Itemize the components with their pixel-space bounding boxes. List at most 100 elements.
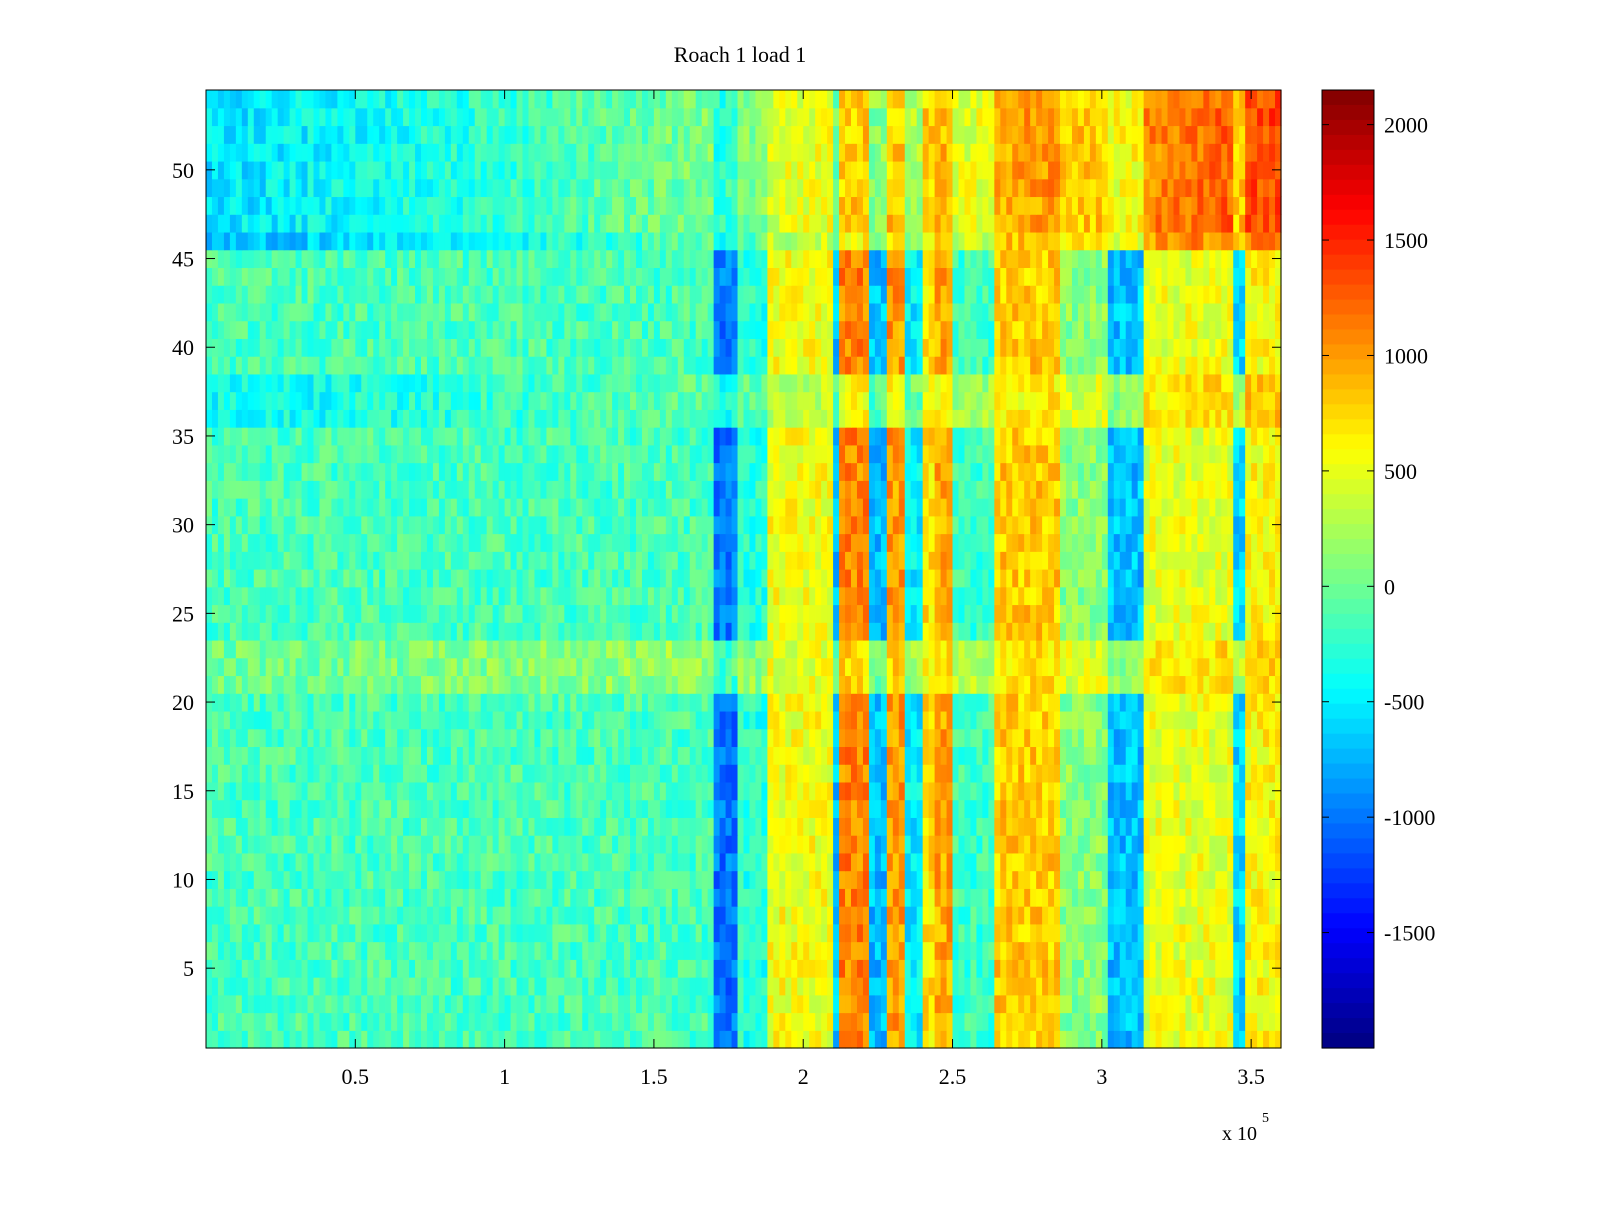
heatmap-cell: [1155, 817, 1163, 836]
heatmap-cell: [385, 852, 392, 872]
heatmap-cell: [886, 977, 894, 996]
heatmap-cell: [886, 639, 894, 659]
heatmap-cell: [1006, 959, 1013, 978]
heatmap-cell: [1257, 622, 1264, 641]
heatmap-cell: [582, 569, 589, 588]
heatmap-cell: [325, 817, 333, 836]
heatmap-cell: [624, 1030, 631, 1049]
heatmap-cell: [409, 870, 416, 889]
heatmap-cell: [803, 569, 810, 588]
heatmap-cell: [1107, 639, 1115, 659]
heatmap-cell: [1107, 817, 1115, 836]
heatmap-cell: [1173, 870, 1181, 889]
heatmap-cell: [1054, 959, 1061, 978]
heatmap-cell: [641, 622, 649, 641]
heatmap-cell: [421, 746, 428, 765]
heatmap-cell: [612, 1030, 619, 1049]
heatmap-cell: [636, 569, 643, 588]
heatmap-cell: [558, 977, 565, 996]
heatmap-cell: [223, 764, 231, 783]
heatmap-cell: [367, 693, 374, 712]
heatmap-cell: [1263, 994, 1270, 1014]
heatmap-cell: [576, 835, 583, 854]
heatmap-cell: [271, 781, 279, 801]
heatmap-cell: [355, 994, 362, 1014]
heatmap-cell: [1113, 764, 1121, 783]
heatmap-cell: [522, 764, 530, 783]
heatmap-cell: [904, 675, 912, 694]
heatmap-cell: [1024, 977, 1031, 996]
heatmap-cell: [815, 817, 822, 836]
heatmap-cell: [749, 693, 757, 712]
heatmap-cell: [612, 781, 619, 801]
heatmap-cell: [206, 710, 213, 730]
heatmap-cell: [1245, 817, 1252, 836]
heatmap-cell: [379, 693, 386, 712]
heatmap-cell: [695, 870, 703, 889]
heatmap-cell: [1012, 817, 1019, 836]
heatmap-cell: [886, 622, 894, 641]
heatmap-cell: [737, 693, 745, 712]
heatmap-cell: [910, 799, 918, 818]
heatmap-cell: [1030, 728, 1037, 748]
heatmap-cell: [701, 870, 709, 889]
heatmap-cell: [1024, 604, 1031, 623]
heatmap-cell: [845, 639, 852, 659]
heatmap-cell: [235, 569, 243, 588]
heatmap-cell: [731, 710, 739, 730]
heatmap-cell: [289, 852, 297, 872]
heatmap-cell: [898, 923, 906, 943]
heatmap-cell: [701, 639, 709, 659]
heatmap-cell: [725, 835, 733, 854]
heatmap-cell: [498, 710, 506, 730]
heatmap-cell: [719, 639, 727, 659]
heatmap-cell: [827, 994, 834, 1014]
heatmap-cell: [504, 728, 512, 748]
heatmap-cell: [319, 710, 327, 730]
heatmap-cell: [576, 710, 583, 730]
heatmap-cell: [546, 799, 553, 818]
heatmap-cell: [1221, 994, 1228, 1014]
heatmap-cell: [1137, 941, 1145, 960]
heatmap-cell: [1245, 639, 1252, 659]
heatmap-cell: [1263, 870, 1270, 889]
heatmap-cell: [624, 799, 631, 818]
heatmap-cell: [528, 693, 536, 712]
heatmap-cell: [421, 639, 428, 659]
heatmap-cell: [1197, 639, 1204, 659]
heatmap-cell: [1185, 604, 1193, 623]
heatmap-cell: [426, 657, 434, 677]
heatmap-cell: [982, 728, 989, 748]
heatmap-cell: [779, 764, 786, 783]
heatmap-cell: [534, 746, 542, 765]
heatmap-cell: [1095, 959, 1103, 978]
heatmap-cell: [713, 569, 721, 588]
heatmap-cell: [677, 870, 685, 889]
heatmap-cell: [1263, 1012, 1270, 1031]
heatmap-cell: [337, 1012, 344, 1031]
heatmap-cell: [653, 569, 661, 588]
heatmap-cell: [415, 710, 422, 730]
heatmap-cell: [206, 675, 213, 694]
heatmap-cell: [1107, 586, 1115, 606]
heatmap-cell: [833, 675, 840, 694]
heatmap-cell: [361, 835, 368, 854]
heatmap-cell: [558, 657, 565, 677]
heatmap-cell: [283, 746, 291, 765]
heatmap-cell: [217, 586, 225, 606]
heatmap-cell: [970, 675, 978, 694]
heatmap-cell: [528, 941, 536, 960]
heatmap-cell: [821, 622, 828, 641]
heatmap-cell: [701, 977, 709, 996]
heatmap-cell: [468, 817, 476, 836]
heatmap-cell: [1215, 906, 1222, 925]
heatmap-cell: [570, 569, 577, 588]
heatmap-cell: [767, 657, 774, 677]
heatmap-cell: [307, 781, 315, 801]
heatmap-cell: [731, 746, 739, 765]
heatmap-cell: [1125, 835, 1133, 854]
heatmap-cell: [1119, 994, 1127, 1014]
heatmap-cell: [1042, 835, 1049, 854]
heatmap-cell: [1071, 693, 1079, 712]
heatmap-cell: [313, 959, 321, 978]
